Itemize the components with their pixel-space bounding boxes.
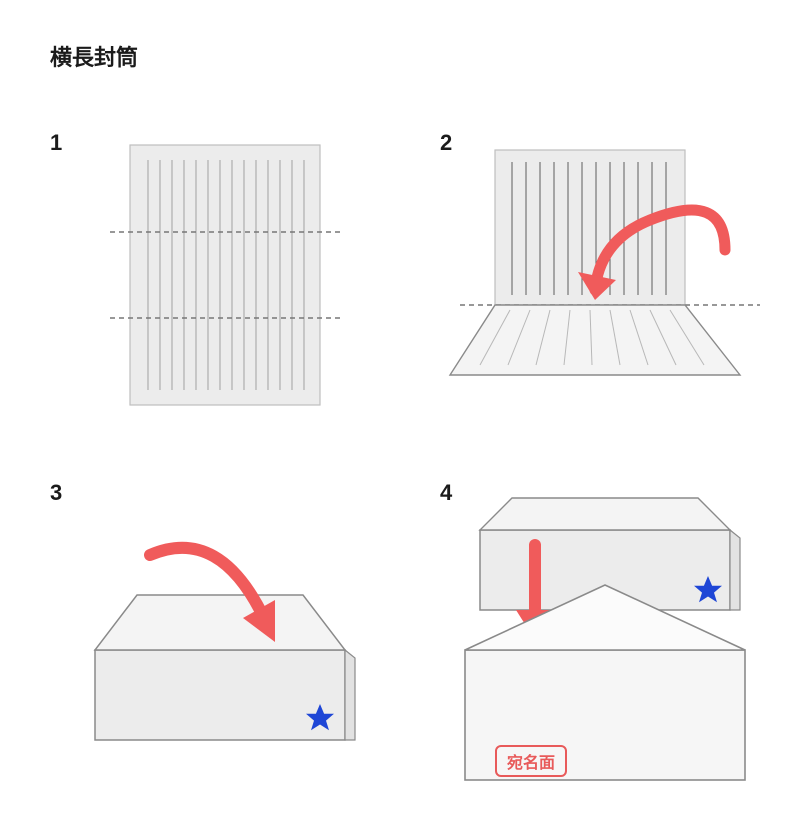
- step-1-number: 1: [50, 130, 62, 156]
- step-1-diagram: [110, 140, 340, 420]
- envelope-address-label: 宛名面: [495, 745, 567, 777]
- step-3-number: 3: [50, 480, 62, 506]
- page-title: 横長封筒: [50, 40, 138, 72]
- step-2-diagram: [440, 140, 770, 430]
- step-3-diagram: [65, 500, 385, 760]
- step-4-diagram: 宛名面: [440, 490, 760, 810]
